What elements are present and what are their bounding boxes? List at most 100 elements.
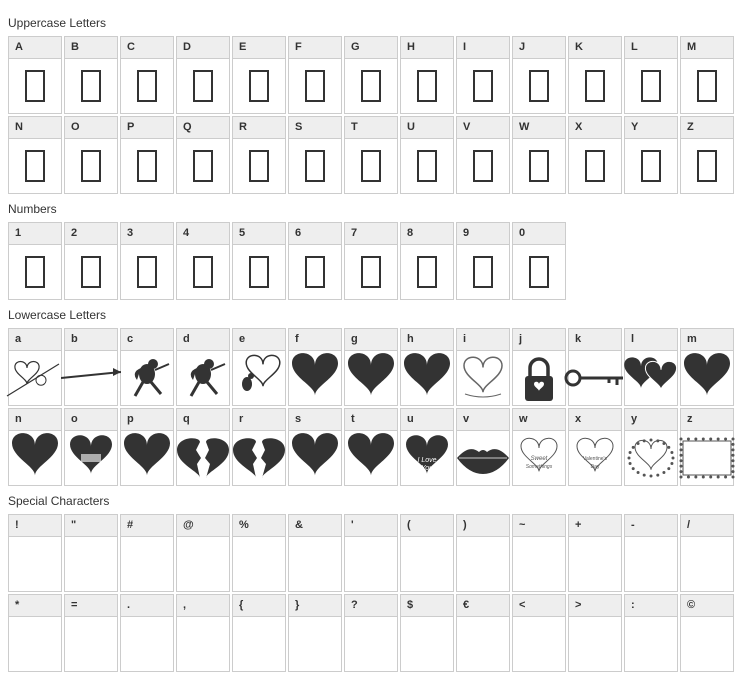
char-cell[interactable]: v [456, 408, 510, 486]
char-cell[interactable]: P [120, 116, 174, 194]
char-cell[interactable]: i [456, 328, 510, 406]
char-cell[interactable]: ( [400, 514, 454, 592]
char-cell[interactable]: > [568, 594, 622, 672]
char-cell[interactable]: y [624, 408, 678, 486]
char-cell[interactable]: 9 [456, 222, 510, 300]
char-cell[interactable]: m [680, 328, 734, 406]
char-cell[interactable]: c [120, 328, 174, 406]
char-cell[interactable]: N [8, 116, 62, 194]
char-cell[interactable]: 7 [344, 222, 398, 300]
char-cell[interactable]: E [232, 36, 286, 114]
char-cell[interactable]: p [120, 408, 174, 486]
char-cell[interactable]: 3 [120, 222, 174, 300]
char-cell[interactable]: a [8, 328, 62, 406]
char-cell[interactable]: F [288, 36, 342, 114]
char-cell[interactable]: g [344, 328, 398, 406]
char-label: ? [345, 595, 397, 617]
char-glyph [345, 431, 397, 485]
char-cell[interactable]: ) [456, 514, 510, 592]
char-cell[interactable]: K [568, 36, 622, 114]
char-cell[interactable]: ? [344, 594, 398, 672]
char-cell[interactable]: q [176, 408, 230, 486]
char-cell[interactable]: C [120, 36, 174, 114]
empty-glyph-box [25, 70, 45, 102]
char-glyph [457, 245, 509, 299]
char-cell[interactable]: " [64, 514, 118, 592]
char-cell[interactable]: & [288, 514, 342, 592]
char-cell[interactable]: t [344, 408, 398, 486]
char-glyph [177, 537, 229, 591]
char-cell[interactable]: Q [176, 116, 230, 194]
char-cell[interactable]: ~ [512, 514, 566, 592]
char-cell[interactable]: } [288, 594, 342, 672]
char-cell[interactable]: T [344, 116, 398, 194]
char-cell[interactable]: M [680, 36, 734, 114]
char-cell[interactable]: / [680, 514, 734, 592]
char-cell[interactable]: € [456, 594, 510, 672]
char-cell[interactable]: ' [344, 514, 398, 592]
char-cell[interactable]: 1 [8, 222, 62, 300]
char-cell[interactable]: % [232, 514, 286, 592]
char-label: { [233, 595, 285, 617]
char-cell[interactable]: Z [680, 116, 734, 194]
char-cell[interactable]: # [120, 514, 174, 592]
char-cell[interactable]: = [64, 594, 118, 672]
char-cell[interactable]: H [400, 36, 454, 114]
char-cell[interactable]: 5 [232, 222, 286, 300]
char-cell[interactable]: ! [8, 514, 62, 592]
char-glyph [177, 139, 229, 193]
char-cell[interactable]: D [176, 36, 230, 114]
char-cell[interactable]: r [232, 408, 286, 486]
char-cell[interactable]: I [456, 36, 510, 114]
char-cell[interactable]: A [8, 36, 62, 114]
char-cell[interactable]: 4 [176, 222, 230, 300]
char-cell[interactable]: W [512, 116, 566, 194]
char-label: 4 [177, 223, 229, 245]
char-glyph [177, 245, 229, 299]
char-cell[interactable]: 8 [400, 222, 454, 300]
char-cell[interactable]: V [456, 116, 510, 194]
char-cell[interactable]: R [232, 116, 286, 194]
char-cell[interactable]: f [288, 328, 342, 406]
char-cell[interactable]: . [120, 594, 174, 672]
char-cell[interactable]: , [176, 594, 230, 672]
char-cell[interactable]: z [680, 408, 734, 486]
char-cell[interactable]: : [624, 594, 678, 672]
char-cell[interactable]: s [288, 408, 342, 486]
char-cell[interactable]: O [64, 116, 118, 194]
char-cell[interactable]: h [400, 328, 454, 406]
char-cell[interactable]: o [64, 408, 118, 486]
char-cell[interactable]: L [624, 36, 678, 114]
char-cell[interactable]: X [568, 116, 622, 194]
char-cell[interactable]: - [624, 514, 678, 592]
char-cell[interactable]: 6 [288, 222, 342, 300]
char-cell[interactable]: S [288, 116, 342, 194]
char-cell[interactable]: Y [624, 116, 678, 194]
char-cell[interactable]: @ [176, 514, 230, 592]
char-cell[interactable]: e [232, 328, 286, 406]
char-cell[interactable]: x Valentine's Day [568, 408, 622, 486]
char-cell[interactable]: n [8, 408, 62, 486]
char-cell[interactable]: $ [400, 594, 454, 672]
char-cell[interactable]: { [232, 594, 286, 672]
char-glyph [569, 139, 621, 193]
char-cell[interactable]: w Sweet Somethings [512, 408, 566, 486]
char-glyph [233, 245, 285, 299]
char-cell[interactable]: l [624, 328, 678, 406]
char-cell[interactable]: 0 [512, 222, 566, 300]
char-cell[interactable]: d [176, 328, 230, 406]
char-cell[interactable]: k [568, 328, 622, 406]
char-cell[interactable]: J [512, 36, 566, 114]
char-cell[interactable]: b [64, 328, 118, 406]
char-cell[interactable]: © [680, 594, 734, 672]
char-cell[interactable]: + [568, 514, 622, 592]
char-cell[interactable]: G [344, 36, 398, 114]
char-cell[interactable]: B [64, 36, 118, 114]
char-cell[interactable]: j [512, 328, 566, 406]
char-cell[interactable]: 2 [64, 222, 118, 300]
char-label: s [289, 409, 341, 431]
char-cell[interactable]: U [400, 116, 454, 194]
char-cell[interactable]: < [512, 594, 566, 672]
char-cell[interactable]: * [8, 594, 62, 672]
char-cell[interactable]: u I Love You [400, 408, 454, 486]
